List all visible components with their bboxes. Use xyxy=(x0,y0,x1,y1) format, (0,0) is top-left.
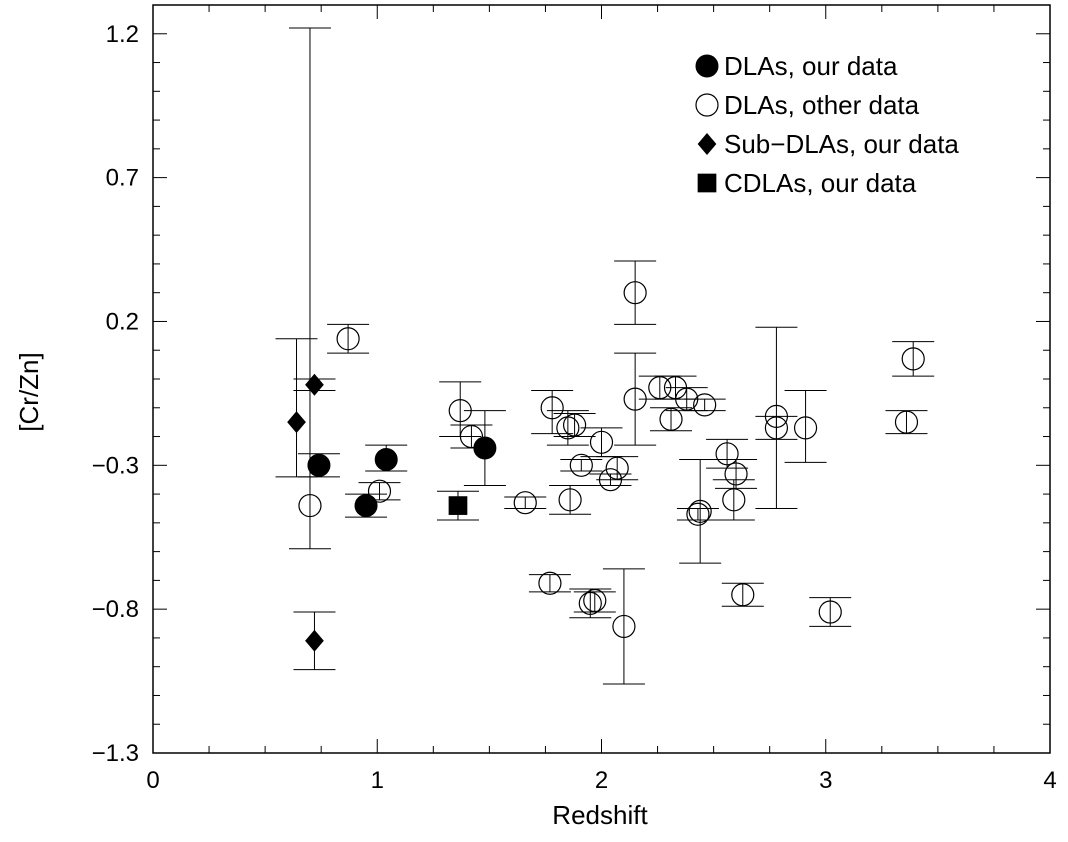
data-point-filled-circle xyxy=(374,448,398,472)
x-tick-label: 3 xyxy=(819,767,832,794)
data-point-open-circle xyxy=(367,479,392,503)
data-point-open-circle xyxy=(459,424,484,449)
data-point-filled-circle xyxy=(473,436,497,460)
data-point-open-circle xyxy=(648,376,672,400)
legend-marker-filled-square xyxy=(697,173,717,193)
data-point-open-circle xyxy=(818,600,842,624)
data-point-open-circle xyxy=(793,416,818,440)
legend-label: DLAs, our data xyxy=(724,51,898,81)
y-tick-label: −1.3 xyxy=(92,740,139,767)
legend-label: CDLAs, our data xyxy=(724,168,917,198)
x-tick-label: 0 xyxy=(146,767,159,794)
data-point-open-circle xyxy=(686,502,710,526)
data-point-filled-square xyxy=(448,496,468,515)
data-point-open-circle xyxy=(623,281,647,305)
y-tick-label: 1.2 xyxy=(106,21,139,48)
data-point-open-circle xyxy=(336,327,360,351)
legend-marker-open-circle xyxy=(695,93,719,117)
axis-ticks: 0 1 2 3 4 −1.3 −0.8 −0.3 0.2 0.7 1.2 xyxy=(92,4,1057,794)
x-tick-label: 1 xyxy=(371,767,384,794)
data-point-filled-diamond xyxy=(305,629,324,652)
data-point-open-circle xyxy=(675,387,699,411)
data-point-open-circle xyxy=(583,588,607,613)
data-point-open-circle xyxy=(558,488,582,512)
data-point-open-circle xyxy=(589,430,614,454)
data-point-open-circle xyxy=(540,396,564,420)
data-point-open-circle xyxy=(538,571,562,595)
data-point-open-circle xyxy=(448,399,472,423)
data-point-filled-circle xyxy=(354,494,378,518)
data-point-open-circle xyxy=(513,491,537,515)
y-tick-label: −0.3 xyxy=(92,452,139,479)
data-point-open-circle xyxy=(764,416,789,440)
data-point-open-circle xyxy=(901,347,925,371)
x-axis-title: Redshift xyxy=(552,800,648,830)
y-tick-label: 0.2 xyxy=(106,308,139,335)
data-point-open-circle xyxy=(715,442,739,466)
data-point-open-circle xyxy=(688,499,712,523)
x-tick-label: 4 xyxy=(1043,767,1056,794)
data-point-open-circle xyxy=(894,410,919,434)
legend-marker-filled-diamond xyxy=(697,133,717,155)
data-point-open-circle xyxy=(722,488,746,512)
data-point-filled-diamond xyxy=(305,373,324,396)
data-point-open-circle xyxy=(724,462,748,486)
error-bars xyxy=(275,27,935,685)
data-point-open-circle xyxy=(731,583,755,607)
data-point-open-circle xyxy=(562,413,587,437)
legend: DLAs, our data DLAs, other data Sub−DLAs, … xyxy=(695,51,959,198)
y-axis-title: [Cr/Zn] xyxy=(14,352,44,431)
legend-label: Sub−DLAs, our data xyxy=(724,129,959,159)
data-point-open-circle xyxy=(298,493,322,518)
data-point-filled-diamond xyxy=(287,411,306,434)
data-point-open-circle xyxy=(659,407,683,431)
data-point-open-circle xyxy=(693,393,717,417)
data-point-open-circle xyxy=(612,614,636,639)
data-point-filled-circle xyxy=(307,453,331,477)
y-tick-label: −0.8 xyxy=(92,596,139,623)
legend-marker-filled-circle xyxy=(695,54,719,78)
data-point-open-circle xyxy=(578,591,602,616)
data-point-open-circle xyxy=(623,387,647,411)
data-point-open-circle xyxy=(605,456,629,480)
data-point-open-circle xyxy=(569,453,593,477)
x-tick-label: 2 xyxy=(595,767,608,794)
data-point-open-circle xyxy=(598,468,623,492)
legend-label: DLAs, other data xyxy=(724,90,920,120)
y-tick-label: 0.7 xyxy=(106,165,139,192)
data-point-open-circle xyxy=(764,404,789,428)
data-markers xyxy=(287,281,925,652)
